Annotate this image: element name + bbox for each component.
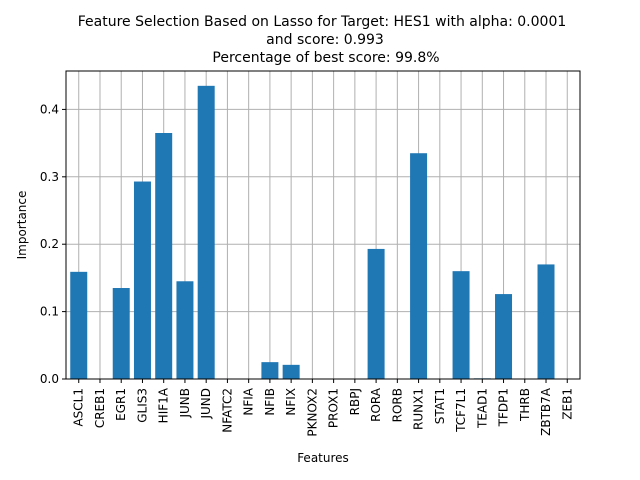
bar-nfix — [282, 364, 300, 379]
x-tick-label: PROX1 — [327, 388, 341, 428]
bar-jund — [197, 85, 215, 379]
bar-runx1 — [410, 153, 428, 379]
bar-junb — [176, 281, 194, 379]
x-tick-label: ZEB1 — [560, 388, 574, 420]
x-tick-label: NFIB — [263, 388, 277, 416]
bar-tcf7l1 — [452, 271, 470, 379]
x-tick-label: RORA — [369, 387, 383, 422]
x-tick-label: JUND — [199, 388, 213, 420]
x-tick-label: TFDP1 — [497, 388, 511, 427]
x-tick-label: EGR1 — [114, 388, 128, 421]
x-tick-label: TEAD1 — [475, 388, 489, 429]
bar-tfdp1 — [495, 294, 513, 379]
x-tick-label: JUNB — [178, 388, 192, 419]
y-axis-label: Importance — [15, 191, 29, 260]
bars — [70, 85, 555, 379]
x-tick-label: HIF1A — [157, 387, 171, 423]
x-axis-ticks: ASCL1 CREB1 EGR1 GLIS3 HIF1A JUNB JUND NFATC2 NF… — [72, 379, 574, 437]
x-tick-label: ZBTB7A — [539, 387, 553, 436]
bar-hif1a — [155, 133, 173, 379]
bar-ascl1 — [70, 271, 88, 379]
x-axis-label: Features — [297, 451, 349, 465]
x-tick-label: STAT1 — [433, 388, 447, 424]
y-tick-label: 0.3 — [40, 170, 59, 184]
bar-glis3 — [133, 181, 151, 379]
chart-title-line-2: and score: 0.993 — [266, 32, 384, 48]
x-tick-label: THRB — [518, 388, 532, 422]
y-tick-label: 0.0 — [40, 372, 59, 386]
x-tick-label: NFATC2 — [220, 388, 234, 433]
bar-egr1 — [112, 288, 130, 379]
y-tick-label: 0.4 — [40, 102, 59, 116]
bar-zbtb7a — [537, 264, 555, 379]
x-tick-label: CREB1 — [93, 388, 107, 428]
y-axis-ticks: 0.0 0.1 0.2 0.3 0.4 — [40, 102, 66, 386]
x-tick-label: ASCL1 — [72, 388, 86, 427]
y-tick-label: 0.1 — [40, 305, 59, 319]
x-tick-label: NFIA — [242, 387, 256, 415]
bar-nfib — [261, 362, 279, 379]
chart-title-line-1: Feature Selection Based on Lasso for Tar… — [78, 14, 567, 30]
y-tick-label: 0.2 — [40, 237, 59, 251]
x-tick-label: RUNX1 — [412, 388, 426, 430]
x-tick-label: GLIS3 — [135, 388, 149, 423]
x-tick-label: TCF7L1 — [454, 388, 468, 433]
x-tick-label: PKNOX2 — [305, 388, 319, 437]
x-tick-label: RBPJ — [348, 388, 362, 415]
plot-frame — [65, 70, 581, 380]
x-tick-label: NFIX — [284, 388, 298, 416]
chart-title: Feature Selection Based on Lasso for Tar… — [78, 14, 567, 66]
bar-rora — [367, 248, 385, 379]
chart-title-line-3: Percentage of best score: 99.8% — [212, 50, 439, 66]
x-tick-label: RORB — [390, 388, 404, 422]
